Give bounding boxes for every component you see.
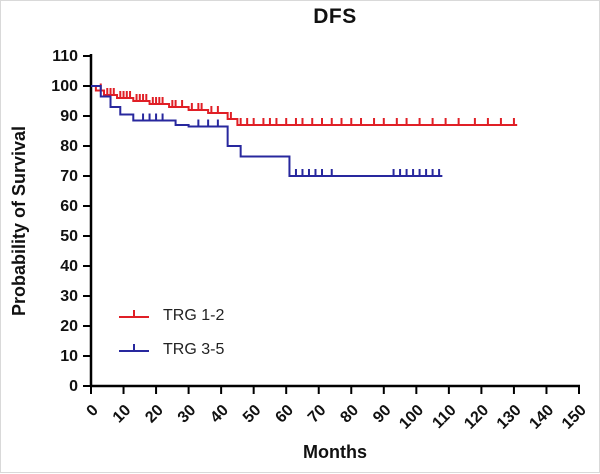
svg-text:130: 130 xyxy=(494,402,525,433)
svg-text:10: 10 xyxy=(110,402,135,427)
svg-text:0: 0 xyxy=(69,378,78,395)
svg-text:100: 100 xyxy=(396,402,427,433)
legend-label-trg-3-5: TRG 3-5 xyxy=(163,341,225,358)
svg-text:110: 110 xyxy=(52,48,78,65)
svg-text:60: 60 xyxy=(272,402,297,427)
svg-text:140: 140 xyxy=(526,402,557,433)
x-axis-label: Months xyxy=(303,442,367,462)
legend-label-trg-1-2: TRG 1-2 xyxy=(163,307,225,324)
svg-text:70: 70 xyxy=(60,168,78,185)
svg-text:0: 0 xyxy=(84,402,102,420)
censor-line-symbol-red xyxy=(119,310,149,318)
svg-text:70: 70 xyxy=(305,402,330,427)
legend-item-trg-3-5: TRG 3-5 xyxy=(117,335,224,365)
svg-text:30: 30 xyxy=(60,288,78,305)
svg-text:40: 40 xyxy=(207,402,232,427)
svg-text:150: 150 xyxy=(559,402,590,433)
svg-text:100: 100 xyxy=(51,78,78,95)
censor-line-symbol-blue xyxy=(119,344,149,352)
svg-text:80: 80 xyxy=(337,402,362,427)
svg-text:50: 50 xyxy=(240,402,265,427)
legend-item-trg-1-2: TRG 1-2 xyxy=(117,301,224,331)
legend: TRG 1-2 TRG 3-5 xyxy=(117,301,224,369)
svg-text:90: 90 xyxy=(60,108,78,125)
svg-text:80: 80 xyxy=(60,138,78,155)
svg-text:60: 60 xyxy=(60,198,78,215)
svg-text:90: 90 xyxy=(370,402,395,427)
svg-text:20: 20 xyxy=(142,402,167,427)
svg-text:10: 10 xyxy=(60,348,78,365)
svg-text:20: 20 xyxy=(60,318,78,335)
chart-title: DFS xyxy=(313,5,357,28)
svg-text:110: 110 xyxy=(429,402,459,432)
svg-text:30: 30 xyxy=(175,402,200,427)
svg-text:50: 50 xyxy=(60,228,78,245)
svg-text:40: 40 xyxy=(60,258,78,275)
svg-text:120: 120 xyxy=(461,402,492,433)
